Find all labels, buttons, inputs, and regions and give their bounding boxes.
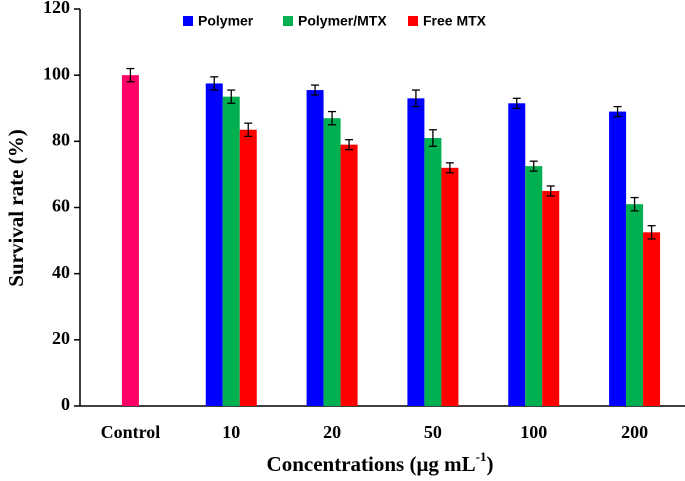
error-bar (227, 89, 236, 104)
x-axis-title-main: Concentrations (μg mL (267, 452, 476, 476)
bar (306, 90, 324, 406)
bar (323, 118, 341, 407)
bar (407, 98, 425, 406)
bar (626, 204, 644, 406)
error-bar (445, 162, 454, 174)
x-tick-label: 20 (323, 422, 341, 442)
y-tick-label: 40 (52, 262, 70, 282)
legend-swatch (183, 16, 193, 26)
x-tick-label: 100 (520, 422, 547, 442)
bar (121, 75, 139, 407)
bar (239, 129, 257, 407)
x-axis-title: Concentrations (μg mL-1) (267, 449, 494, 476)
bar (508, 103, 526, 406)
error-bar (126, 67, 135, 83)
error-bar (428, 129, 437, 147)
bar (205, 83, 223, 406)
legend-swatch (283, 16, 293, 26)
y-tick-label: 60 (52, 196, 70, 216)
y-tick-label: 0 (61, 394, 70, 414)
bar (424, 138, 442, 406)
error-bar (311, 84, 320, 96)
error-bar (345, 139, 354, 151)
error-bar (328, 110, 337, 126)
x-axis-title-end: ) (486, 452, 493, 476)
bar (441, 167, 459, 406)
legend-label: Polymer/MTX (298, 13, 387, 29)
x-tick-label: 200 (621, 422, 648, 442)
error-bar (529, 160, 538, 172)
y-tick-label: 120 (43, 0, 70, 17)
bar (643, 232, 661, 406)
legend-swatch (408, 16, 418, 26)
x-tick-label: Control (101, 422, 161, 442)
bar (525, 166, 543, 406)
error-bar (647, 225, 656, 240)
bar (542, 190, 560, 406)
y-tick-label: 100 (43, 63, 70, 83)
y-tick-label: 20 (52, 328, 70, 348)
bar (222, 96, 240, 406)
error-bar (411, 89, 420, 108)
error-bar (512, 97, 521, 109)
x-tick-label: 10 (222, 422, 240, 442)
error-bar (244, 122, 253, 138)
y-axis-title: Survival rate (%) (4, 129, 28, 286)
y-tick-label: 80 (52, 129, 70, 149)
legend-label: Polymer (198, 13, 254, 29)
error-bar (613, 105, 622, 118)
error-bar (630, 196, 639, 212)
bar (609, 111, 627, 406)
error-bar (210, 76, 219, 91)
x-tick-label: 50 (424, 422, 442, 442)
error-bar (546, 185, 555, 197)
legend-label: Free MTX (423, 13, 487, 29)
bar (340, 144, 358, 406)
x-axis-title-sup: -1 (476, 449, 487, 464)
